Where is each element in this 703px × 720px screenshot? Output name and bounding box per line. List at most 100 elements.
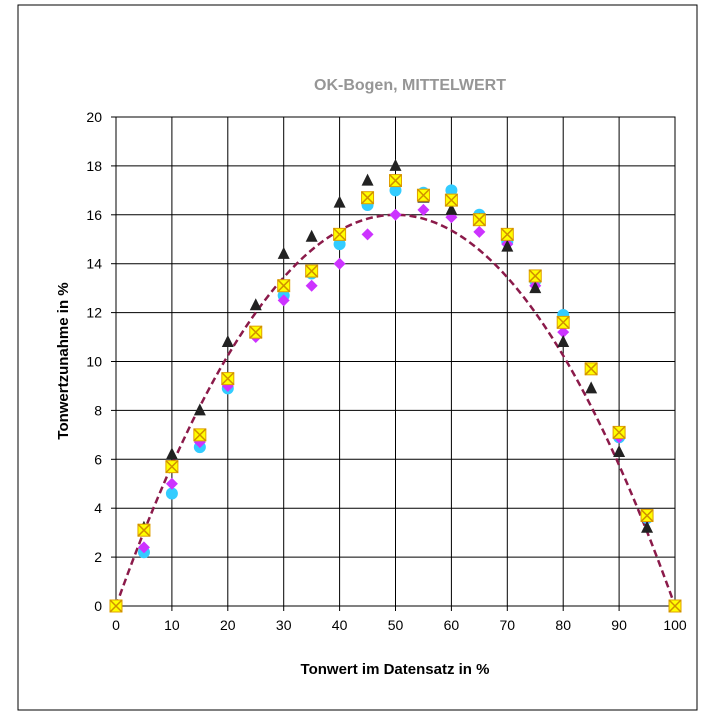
trendline-curve — [114, 213, 677, 607]
data-points — [109, 158, 682, 613]
square-x-point — [668, 599, 682, 613]
y-tick-label: 8 — [94, 402, 102, 418]
y-tick-label: 10 — [86, 354, 102, 370]
diamond-point — [137, 541, 150, 554]
diamond-point — [389, 208, 402, 221]
plot-area — [109, 116, 682, 613]
triangle-point — [193, 403, 206, 416]
x-axis-label: Tonwert im Datensatz in % — [301, 661, 490, 678]
y-tick-labels: 0 2 4 6 8 10 12 14 16 18 20 — [86, 109, 102, 614]
square-x-point — [584, 362, 598, 376]
x-tick-label: 80 — [555, 617, 571, 633]
y-tick-label: 2 — [94, 549, 102, 565]
square-x-cross — [500, 227, 514, 241]
square-x-cross — [528, 269, 542, 283]
square-x-point — [193, 428, 207, 442]
square-x-cross — [416, 188, 430, 202]
triangle-point — [585, 381, 598, 394]
square-x-point — [137, 523, 151, 537]
diamond-point — [557, 326, 570, 339]
square-x-point — [640, 509, 654, 523]
triangle-point — [249, 298, 262, 311]
y-tick-label: 14 — [86, 256, 102, 272]
triangle-point — [361, 173, 374, 186]
y-tick-label: 0 — [94, 598, 102, 614]
circle-point — [445, 184, 458, 197]
diamond-point — [417, 203, 430, 216]
square-x-point — [333, 227, 347, 241]
square-x-point — [528, 269, 542, 283]
square-x-cross — [361, 191, 375, 205]
square-x-cross — [556, 315, 570, 329]
square-x-point — [277, 279, 291, 293]
y-tick-label: 6 — [94, 451, 102, 467]
triangle-point — [277, 246, 290, 259]
triangle-point — [221, 334, 234, 347]
x-tick-label: 40 — [332, 617, 348, 633]
triangle-point — [641, 520, 654, 533]
square-x-cross — [388, 174, 403, 188]
square-x-point — [249, 325, 263, 339]
circle-point — [333, 238, 346, 251]
diamond-point — [305, 279, 318, 292]
y-tick-label: 12 — [86, 305, 102, 321]
triangle-point — [529, 281, 542, 294]
circle-point — [389, 184, 402, 197]
square-x-cross — [584, 362, 598, 376]
square-x-cross — [165, 460, 179, 474]
square-x-point — [472, 213, 486, 227]
triangle-point — [305, 229, 318, 242]
y-tick-label: 20 — [86, 109, 102, 125]
y-axis-label: Tonwertzunahme in % — [55, 282, 72, 439]
square-x-point — [388, 174, 403, 188]
square-x-point — [556, 315, 570, 329]
x-tick-label: 0 — [112, 617, 120, 633]
x-tick-labels: 0 10 20 30 40 50 60 70 80 90 100 — [112, 617, 687, 633]
square-x-cross — [193, 428, 207, 442]
square-x-cross — [221, 372, 235, 386]
square-x-cross — [612, 425, 626, 439]
circle-point — [165, 487, 178, 500]
diamond-point — [473, 225, 486, 238]
square-x-cross — [109, 599, 123, 613]
square-x-point — [109, 599, 123, 613]
x-tick-label: 60 — [444, 617, 460, 633]
triangle-point — [389, 158, 402, 171]
y-tick-label: 4 — [94, 500, 102, 516]
trendline — [114, 213, 677, 607]
x-tick-label: 100 — [663, 617, 687, 633]
square-x-cross — [249, 325, 263, 339]
triangle-point — [333, 195, 346, 208]
square-x-cross — [640, 509, 654, 523]
square-x-point — [221, 372, 235, 386]
triangle-point — [557, 334, 570, 347]
chart-title: OK-Bogen, MITTELWERT — [314, 77, 506, 94]
square-x-point — [612, 425, 626, 439]
y-tick-label: 18 — [86, 158, 102, 174]
x-tick-label: 50 — [388, 617, 404, 633]
square-x-point — [305, 264, 319, 278]
diamond-point — [277, 294, 290, 307]
square-x-point — [165, 460, 179, 474]
x-tick-label: 30 — [276, 617, 292, 633]
x-tick-label: 90 — [611, 617, 627, 633]
triangle-point — [501, 239, 514, 252]
triangle-point — [613, 444, 626, 457]
square-x-cross — [472, 213, 486, 227]
square-x-point — [500, 227, 514, 241]
square-x-point — [416, 188, 430, 202]
x-tick-label: 20 — [220, 617, 236, 633]
square-x-cross — [305, 264, 319, 278]
triangle-point — [165, 447, 178, 460]
square-x-cross — [444, 193, 458, 207]
diamond-point — [165, 477, 178, 490]
square-x-cross — [137, 523, 151, 537]
square-x-cross — [668, 599, 682, 613]
x-tick-label: 70 — [500, 617, 516, 633]
square-x-cross — [333, 227, 347, 241]
x-tick-label: 10 — [164, 617, 180, 633]
square-x-point — [444, 193, 458, 207]
diamond-point — [333, 257, 346, 270]
square-x-cross — [277, 279, 291, 293]
